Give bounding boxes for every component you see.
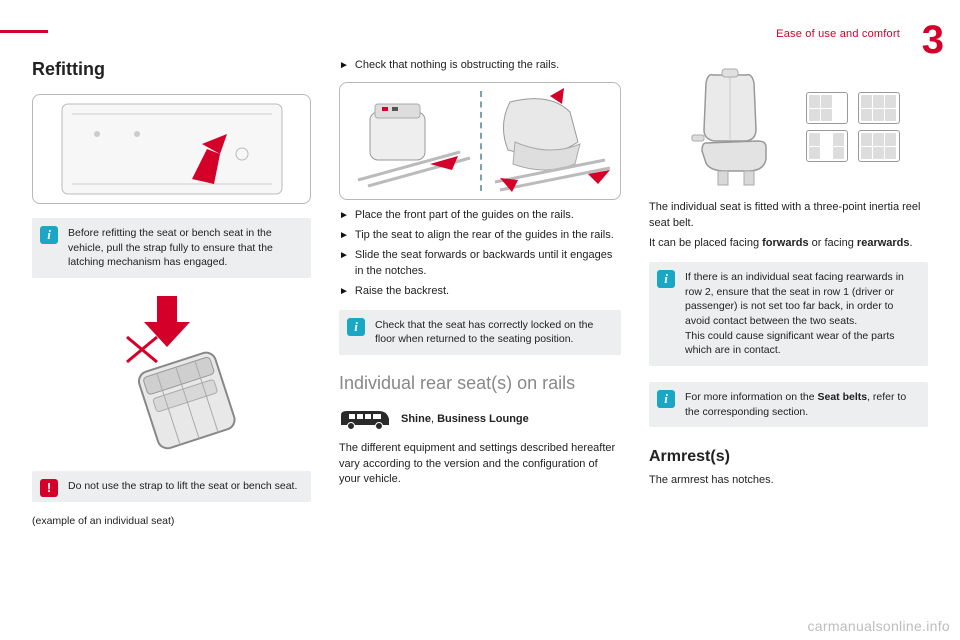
bullet-slide-seat: ► Slide the seat forwards or backwards u… (339, 248, 621, 280)
info-icon: i (347, 318, 365, 336)
chapter-number: 3 (922, 20, 944, 60)
body-armrest: The armrest has notches. (649, 473, 928, 489)
bullet-text: Tip the seat to align the rear of the gu… (355, 228, 614, 244)
seat-layout-grid (806, 92, 900, 162)
note-body: Check that the seat has correctly locked… (349, 318, 611, 347)
bullet-text: Place the front part of the guides on th… (355, 208, 574, 224)
triangle-icon: ► (339, 229, 349, 244)
info-icon: i (657, 390, 675, 408)
van-icon (339, 407, 391, 433)
variant-lounge: Business Lounge (437, 413, 529, 425)
bullet-tip-seat: ► Tip the seat to align the rear of the … (339, 228, 621, 244)
triangle-icon: ► (339, 285, 349, 300)
heading-armrest: Armrest(s) (649, 445, 928, 468)
info-icon: i (657, 270, 675, 288)
note-text-2: This could cause significant wear of the… (685, 330, 895, 357)
triangle-icon: ► (339, 249, 349, 264)
column-2: ► Check that nothing is obstructing the … (339, 56, 621, 616)
info-icon: i (40, 226, 58, 244)
bullet-check-rails: ► Check that nothing is obstructing the … (339, 58, 621, 74)
note-body: For more information on the Seat belts, … (659, 390, 918, 419)
body-seat-belt: The individual seat is fitted with a thr… (649, 200, 928, 232)
figure-seat-and-layouts (649, 62, 928, 192)
figure-divider (480, 91, 482, 191)
warning-icon: ! (40, 479, 58, 497)
figure-strap-panel (32, 94, 311, 204)
heading-individual-seats: Individual rear seat(s) on rails (339, 373, 621, 395)
note-body: Before refitting the seat or bench seat … (42, 226, 301, 270)
bullet-text: Raise the backrest. (355, 284, 449, 300)
bullet-text: Check that nothing is obstructing the ra… (355, 58, 559, 74)
txt: For more information on the (685, 391, 817, 403)
triangle-icon: ► (339, 209, 349, 224)
layout-cell (806, 130, 848, 162)
column-1: Refitting i Before refitting the seat or… (32, 56, 311, 616)
txt-rearwards: rearwards (857, 237, 910, 249)
watermark: carmanualsonline.info (808, 618, 951, 634)
note-text-1: If there is an individual seat facing re… (685, 271, 904, 327)
layout-cell (858, 130, 900, 162)
txt: or facing (809, 237, 857, 249)
variant-label: Shine, Business Lounge (401, 412, 529, 428)
txt: . (910, 237, 913, 249)
figure-seat-on-rails (339, 82, 621, 200)
txt-forwards: forwards (762, 237, 808, 249)
variant-shine: Shine (401, 413, 431, 425)
bullet-text: Slide the seat forwards or backwards unt… (355, 248, 621, 280)
variant-row: Shine, Business Lounge (339, 407, 621, 433)
note-seat-belts-ref: i For more information on the Seat belts… (649, 382, 928, 427)
column-3: The individual seat is fitted with a thr… (649, 56, 928, 616)
heading-refitting: Refitting (32, 56, 311, 82)
note-body: Do not use the strap to lift the seat or… (42, 479, 301, 494)
note-do-not-lift: ! Do not use the strap to lift the seat … (32, 471, 311, 502)
note-check-locked: i Check that the seat has correctly lock… (339, 310, 621, 355)
bullet-place-guides: ► Place the front part of the guides on … (339, 208, 621, 224)
bullet-raise-backrest: ► Raise the backrest. (339, 284, 621, 300)
note-before-refitting: i Before refitting the seat or bench sea… (32, 218, 311, 278)
manual-page: Ease of use and comfort 3 Refitting i (0, 0, 960, 640)
figure-caption: (example of an individual seat) (32, 514, 311, 529)
body-variant-note: The different equipment and settings des… (339, 441, 621, 489)
body-orientation: It can be placed facing forwards or faci… (649, 236, 928, 252)
section-label: Ease of use and comfort (776, 28, 900, 40)
layout-cell (858, 92, 900, 124)
note-rearward-seat: i If there is an individual seat facing … (649, 262, 928, 366)
seat-illustration (678, 65, 788, 190)
txt-seat-belts: Seat belts (817, 391, 867, 403)
note-body: If there is an individual seat facing re… (659, 270, 918, 358)
header-accent-bar (0, 30, 48, 33)
content-columns: Refitting i Before refitting the seat or… (32, 56, 928, 616)
layout-cell (806, 92, 848, 124)
txt: It can be placed facing (649, 237, 762, 249)
figure-seat-lift (32, 292, 311, 457)
triangle-icon: ► (339, 59, 349, 74)
